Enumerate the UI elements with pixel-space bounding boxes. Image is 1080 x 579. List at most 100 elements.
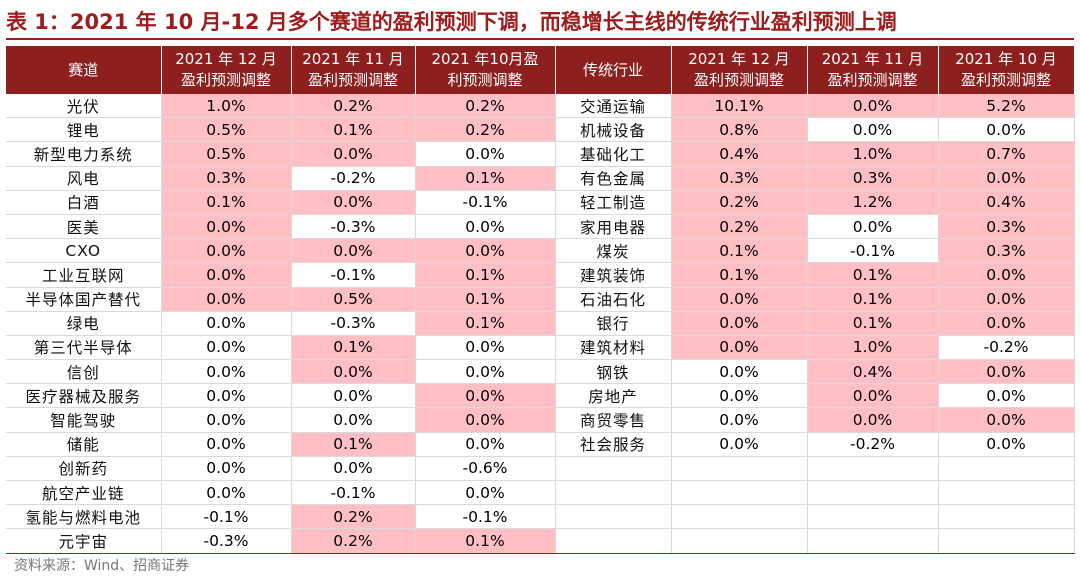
table-row: 医美 0.0% -0.3% 0.0% 家用电器 0.2% 0.0% 0.3% (6, 214, 1075, 240)
value-cell: 0.2% (415, 94, 556, 119)
table-row: 元宇宙 -0.3% 0.2% 0.1% (6, 528, 1075, 554)
value-cell: 0.0% (671, 407, 808, 433)
header-row: 赛道 2021 年 12 月盈利预测调整 2021 年 11 月盈利预测调整 2… (6, 46, 1075, 94)
value-cell: -0.3% (291, 311, 416, 336)
table-row: 风电 0.3% -0.2% 0.1% 有色金属 0.3% 0.3% 0.0% (6, 166, 1075, 191)
header-col: 2021 年 12 月盈利预测调整 (671, 46, 808, 94)
value-cell: 0.0% (415, 238, 556, 264)
sector-name: 新型电力系统 (6, 141, 162, 167)
value-cell: 0.2% (291, 94, 416, 119)
header-left-name: 赛道 (6, 46, 162, 94)
empty-cell (938, 456, 1075, 482)
earnings-forecast-table: 赛道 2021 年 12 月盈利预测调整 2021 年 11 月盈利预测调整 2… (6, 46, 1075, 554)
value-cell: 0.1% (807, 311, 939, 336)
value-cell: 0.3% (807, 166, 939, 191)
table-row: 氢能与燃料电池 -0.1% 0.2% -0.1% (6, 504, 1075, 530)
sector-name: 风电 (6, 166, 162, 191)
value-cell: 0.1% (671, 238, 808, 264)
value-cell: 0.0% (291, 359, 416, 385)
value-cell: 1.0% (807, 335, 939, 361)
value-cell: 0.5% (291, 287, 416, 312)
value-cell: 0.0% (938, 311, 1075, 336)
value-cell: 0.0% (415, 407, 556, 433)
value-cell: 0.1% (415, 528, 556, 554)
value-cell: 0.0% (415, 480, 556, 506)
value-cell: -0.2% (807, 432, 939, 457)
value-cell: 0.0% (415, 383, 556, 409)
sector-name: 半导体国产替代 (6, 287, 162, 312)
table-row: 创新药 0.0% 0.0% -0.6% (6, 456, 1075, 482)
value-cell: 0.0% (807, 383, 939, 409)
value-cell: 0.1% (161, 190, 292, 215)
value-cell: 0.0% (671, 287, 808, 312)
industry-name: 石油石化 (555, 287, 672, 312)
value-cell: 0.4% (938, 190, 1075, 215)
value-cell: 0.4% (807, 359, 939, 385)
value-cell: -0.1% (415, 504, 556, 530)
value-cell: 0.0% (671, 383, 808, 409)
value-cell: 1.2% (807, 190, 939, 215)
value-cell: 0.0% (291, 238, 416, 264)
value-cell: 0.0% (671, 432, 808, 457)
sector-name: 白酒 (6, 190, 162, 215)
industry-name: 交通运输 (555, 94, 672, 119)
sector-name: 医疗器械及服务 (6, 383, 162, 409)
value-cell: 0.0% (415, 141, 556, 167)
value-cell: 0.0% (807, 407, 939, 433)
value-cell: 10.1% (671, 94, 808, 119)
header-col: 2021 年 12 月盈利预测调整 (161, 46, 292, 94)
header-col: 2021 年10月盈 利预测调整 (415, 46, 556, 94)
header-col: 2021 年 11 月盈利预测调整 (291, 46, 416, 94)
value-cell: 0.1% (415, 311, 556, 336)
value-cell: 0.0% (161, 456, 292, 482)
value-cell: -0.6% (415, 456, 556, 482)
sector-name: 第三代半导体 (6, 335, 162, 361)
industry-name: 煤炭 (555, 238, 672, 264)
empty-cell (938, 528, 1075, 554)
value-cell: 0.0% (807, 214, 939, 240)
sector-name: 医美 (6, 214, 162, 240)
value-cell: 0.0% (161, 407, 292, 433)
industry-name: 商贸零售 (555, 407, 672, 433)
sector-name: 光伏 (6, 94, 162, 119)
empty-cell (938, 480, 1075, 506)
empty-cell (671, 528, 808, 554)
value-cell: 0.1% (291, 335, 416, 361)
table-row: 绿电 0.0% -0.3% 0.1% 银行 0.0% 0.1% 0.0% (6, 311, 1075, 336)
sector-name: 航空产业链 (6, 480, 162, 506)
sector-name: 信创 (6, 359, 162, 385)
value-cell: 0.0% (291, 407, 416, 433)
industry-name: 社会服务 (555, 432, 672, 457)
value-cell: 0.0% (291, 383, 416, 409)
value-cell: 0.0% (938, 287, 1075, 312)
sector-name: CXO (6, 238, 162, 264)
industry-name: 银行 (555, 311, 672, 336)
table-title: 表 1：2021 年 10 月-12 月多个赛道的盈利预测下调，而稳增长主线的传… (6, 6, 1074, 40)
value-cell: 0.2% (291, 504, 416, 530)
sector-name: 创新药 (6, 456, 162, 482)
value-cell: 0.0% (161, 262, 292, 288)
value-cell: 0.0% (161, 287, 292, 312)
sector-name: 氢能与燃料电池 (6, 504, 162, 530)
value-cell: 0.4% (671, 141, 808, 167)
value-cell: 0.1% (415, 166, 556, 191)
table-row: 新型电力系统 0.5% 0.0% 0.0% 基础化工 0.4% 1.0% 0.7% (6, 141, 1075, 167)
value-cell: 0.1% (415, 262, 556, 288)
industry-name: 机械设备 (555, 117, 672, 143)
value-cell: 0.2% (291, 528, 416, 554)
value-cell: 0.0% (938, 432, 1075, 457)
value-cell: -0.2% (291, 166, 416, 191)
table-row: 光伏 1.0% 0.2% 0.2% 交通运输 10.1% 0.0% 5.2% (6, 94, 1075, 119)
industry-name: 钢铁 (555, 359, 672, 385)
table-row: 医疗器械及服务 0.0% 0.0% 0.0% 房地产 0.0% 0.0% 0.0% (6, 383, 1075, 409)
value-cell: 0.0% (938, 359, 1075, 385)
value-cell: 0.0% (161, 311, 292, 336)
sector-name: 锂电 (6, 117, 162, 143)
industry-name: 建筑装饰 (555, 262, 672, 288)
value-cell: 0.1% (415, 287, 556, 312)
value-cell: 0.5% (161, 117, 292, 143)
value-cell: 0.2% (671, 190, 808, 215)
value-cell: 0.1% (807, 262, 939, 288)
header-col: 2021 年 11 月盈利预测调整 (807, 46, 939, 94)
table-row: CXO 0.0% 0.0% 0.0% 煤炭 0.1% -0.1% 0.3% (6, 238, 1075, 264)
